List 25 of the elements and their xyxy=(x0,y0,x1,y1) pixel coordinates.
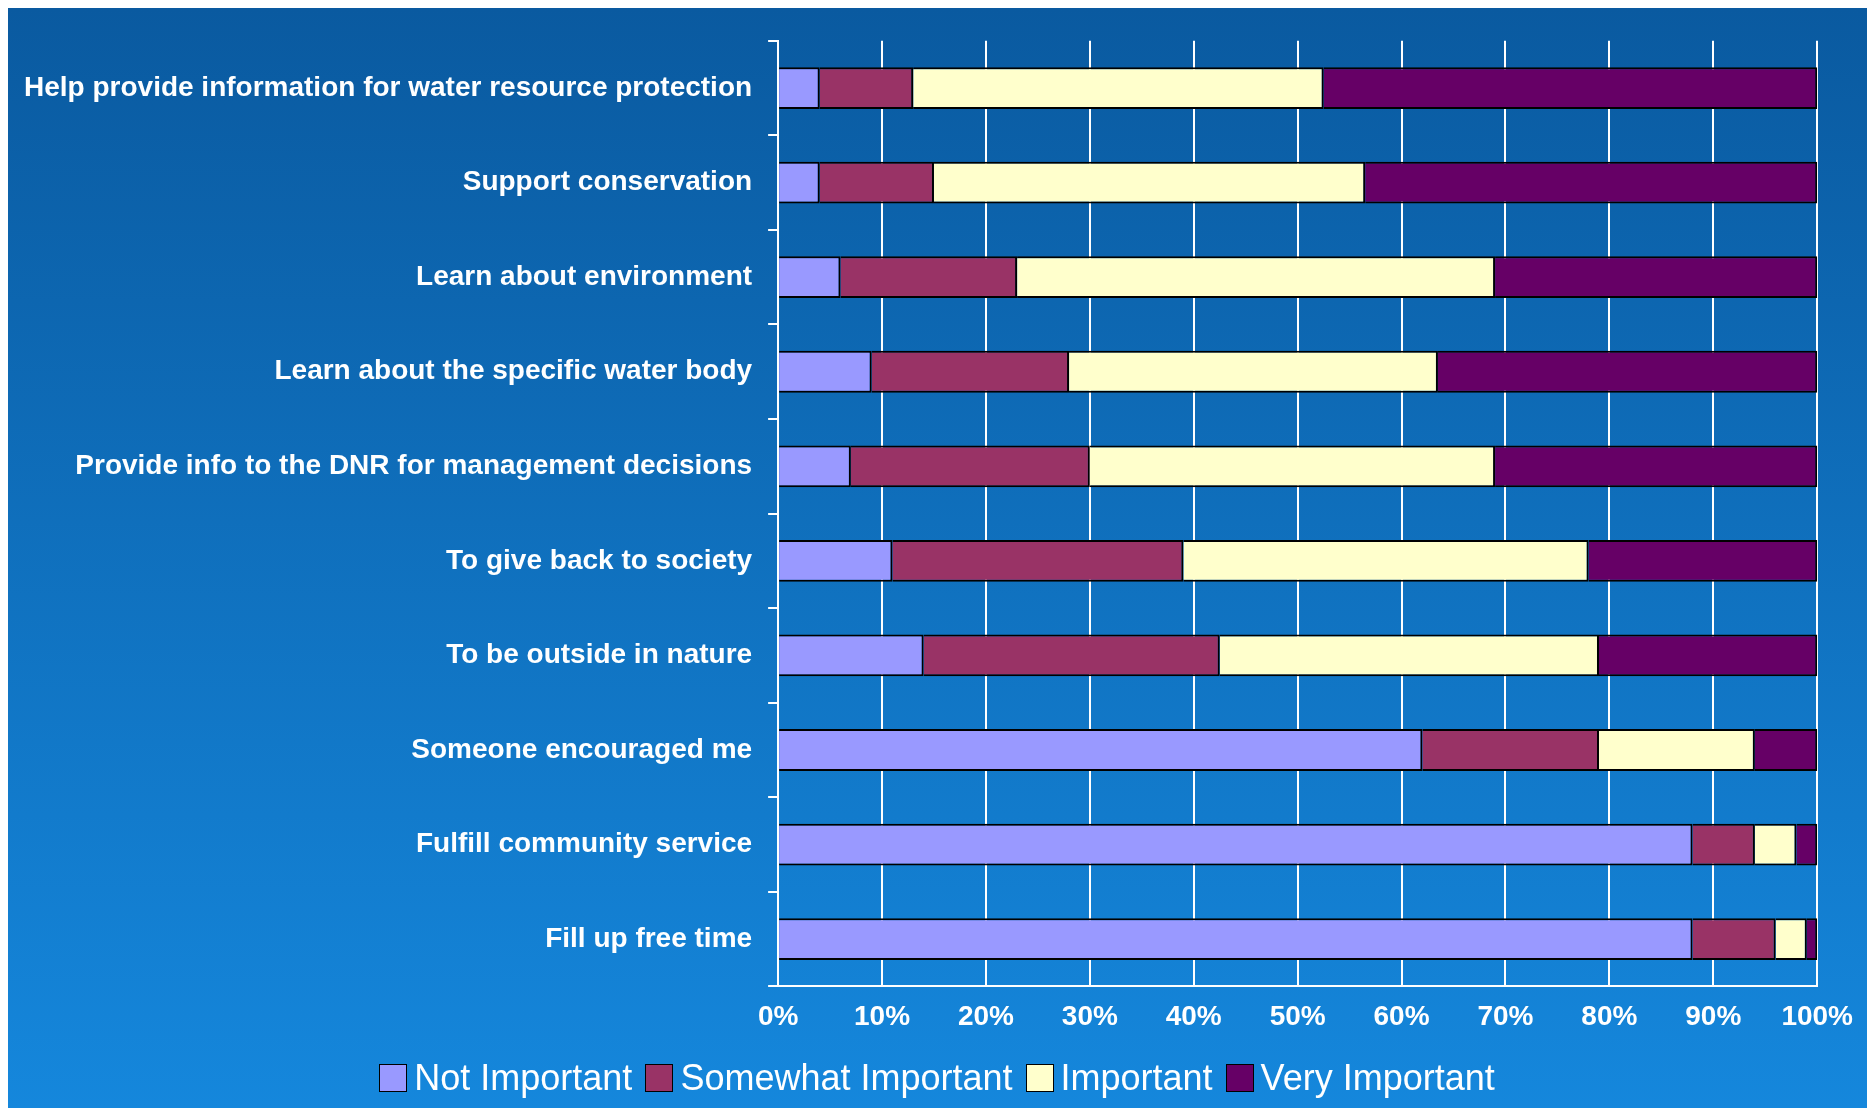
y-tick-label: To give back to society xyxy=(446,543,753,575)
y-tick-label: Learn about the specific water body xyxy=(274,354,753,386)
y-tick-label: Help provide information for water resource protection xyxy=(24,70,753,102)
x-tick-label: 80% xyxy=(1581,999,1638,1031)
x-tick-label: 100% xyxy=(1781,999,1854,1031)
x-tick-label: 40% xyxy=(1165,999,1222,1031)
y-tick-label: Fill up free time xyxy=(545,921,753,953)
x-tick-label: 90% xyxy=(1685,999,1742,1031)
y-tick-label: Fulfill community service xyxy=(416,827,753,859)
y-tick-label: Learn about environment xyxy=(416,259,753,291)
x-tick-label: 0% xyxy=(757,999,799,1031)
x-tick-label: 30% xyxy=(1061,999,1118,1031)
y-tick-label: To be outside in nature xyxy=(446,638,753,670)
x-tick-label: 20% xyxy=(957,999,1015,1031)
x-tick-label: 50% xyxy=(1269,999,1326,1031)
legend-label: Very Important xyxy=(1260,1057,1495,1099)
x-tick-label: 10% xyxy=(853,999,911,1031)
legend-label: Important xyxy=(1060,1057,1213,1099)
legend-label: Somewhat Important xyxy=(680,1057,1013,1099)
y-tick-label: Support conservation xyxy=(462,165,753,197)
x-tick-label: 60% xyxy=(1373,999,1430,1031)
y-tick-label: Someone encouraged me xyxy=(411,732,753,764)
legend-label: Not Important xyxy=(414,1057,633,1099)
y-tick-label: Provide info to the DNR for management decisions xyxy=(75,449,753,481)
x-tick-label: 70% xyxy=(1477,999,1534,1031)
